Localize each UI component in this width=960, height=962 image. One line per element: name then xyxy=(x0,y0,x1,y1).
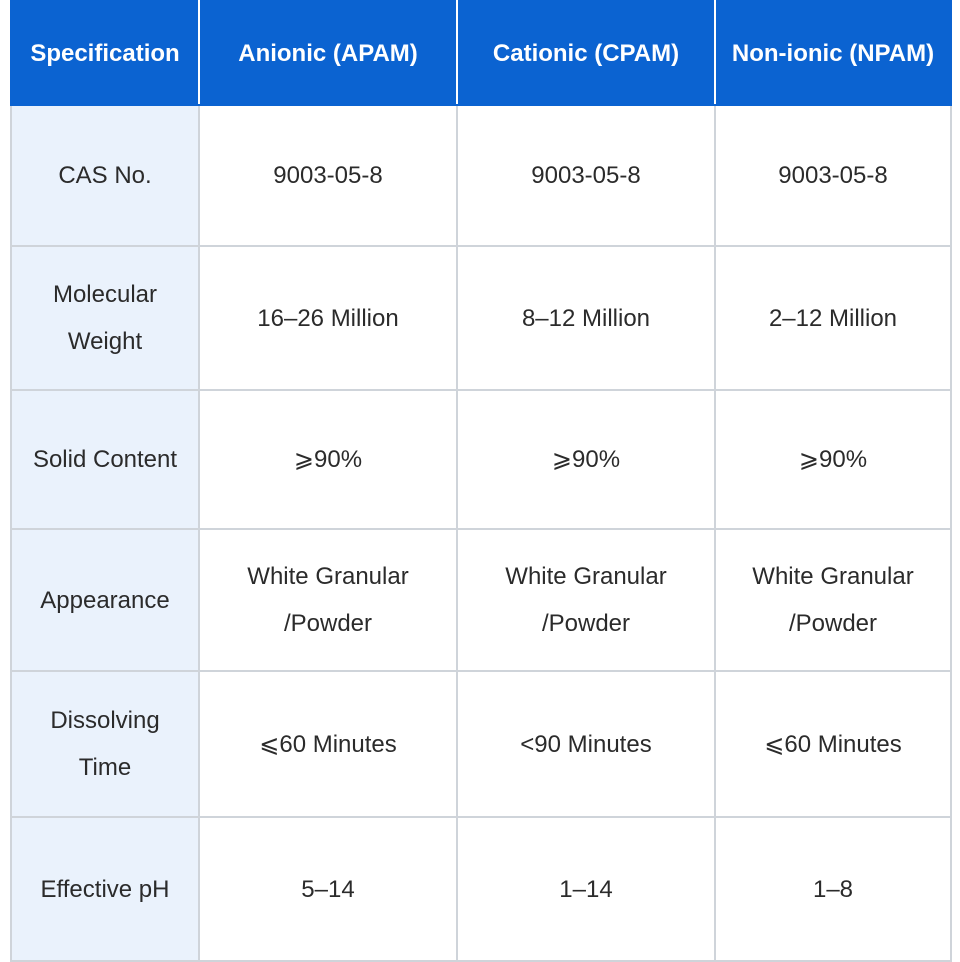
row-label-solid-content: Solid Content xyxy=(10,389,200,530)
cell-line: /Powder xyxy=(283,610,373,637)
table-cell: 8–12 Million xyxy=(456,245,716,391)
cell-line: ⩾90% xyxy=(798,446,868,473)
cell-line: 1–8 xyxy=(812,875,854,903)
table-cell: 9003-05-8 xyxy=(198,104,458,247)
row-label-line: Dissolving xyxy=(50,707,160,734)
table-cell: 2–12 Million xyxy=(714,245,952,391)
row-label-line: Effective pH xyxy=(40,875,170,903)
cell-line: /Powder xyxy=(541,610,631,637)
table-cell: <90 Minutes xyxy=(456,670,716,818)
table-cell: ⩾90% xyxy=(198,389,458,530)
table-cell: ⩽60 Minutes xyxy=(714,670,952,818)
cell-line: 8–12 Million xyxy=(521,304,651,332)
row-label-line: Solid Content xyxy=(32,446,178,473)
cell-line: ⩾90% xyxy=(293,446,363,473)
table-cell: White Granular /Powder xyxy=(714,528,952,672)
table-cell: ⩾90% xyxy=(456,389,716,530)
cell-line: 9003-05-8 xyxy=(273,162,383,189)
table-row: Molecular Weight 16–26 Million 8–12 Mill… xyxy=(10,245,952,391)
cell-line: ⩽60 Minutes xyxy=(259,730,397,758)
row-label-line: Molecular xyxy=(52,281,158,308)
table-header-row: Specification Anionic (APAM) Cationic (C… xyxy=(10,0,952,106)
row-label-cas: CAS No. xyxy=(10,104,200,247)
cell-line: White Granular xyxy=(505,563,667,590)
cell-line: White Granular xyxy=(752,563,914,590)
row-label-line: Time xyxy=(78,754,132,781)
row-label-appearance: Appearance xyxy=(10,528,200,672)
row-label-line: Appearance xyxy=(40,586,170,614)
row-label-dissolving-time: Dissolving Time xyxy=(10,670,200,818)
table-row: Effective pH 5–14 1–14 1–8 xyxy=(10,816,952,962)
cell-line: 16–26 Million xyxy=(257,304,399,332)
table-cell: 1–14 xyxy=(456,816,716,962)
cell-line: 1–14 xyxy=(559,875,613,903)
cell-line: 5–14 xyxy=(301,875,355,903)
row-label-line: CAS No. xyxy=(58,162,152,189)
table-cell: 1–8 xyxy=(714,816,952,962)
table-cell: 9003-05-8 xyxy=(714,104,952,247)
header-cationic: Cationic (CPAM) xyxy=(456,0,716,106)
cell-line: /Powder xyxy=(788,610,878,637)
table-cell: White Granular /Powder xyxy=(456,528,716,672)
header-anionic: Anionic (APAM) xyxy=(198,0,458,106)
cell-line: <90 Minutes xyxy=(520,730,652,758)
row-label-effective-ph: Effective pH xyxy=(10,816,200,962)
table-row: Solid Content ⩾90% ⩾90% ⩾90% xyxy=(10,389,952,530)
table-cell: 9003-05-8 xyxy=(456,104,716,247)
table-row: Dissolving Time ⩽60 Minutes <90 Minutes … xyxy=(10,670,952,818)
cell-line: 9003-05-8 xyxy=(778,162,888,189)
cell-line: 9003-05-8 xyxy=(531,162,641,189)
table-row: Appearance White Granular /Powder White … xyxy=(10,528,952,672)
cell-line: 2–12 Million xyxy=(768,304,898,332)
table-cell: ⩾90% xyxy=(714,389,952,530)
header-specification: Specification xyxy=(10,0,200,106)
row-label-line: Weight xyxy=(67,328,143,355)
table-cell: White Granular /Powder xyxy=(198,528,458,672)
specification-table: Specification Anionic (APAM) Cationic (C… xyxy=(10,0,952,962)
row-label-molecular-weight: Molecular Weight xyxy=(10,245,200,391)
cell-line: ⩾90% xyxy=(551,446,621,473)
cell-line: ⩽60 Minutes xyxy=(764,730,902,758)
cell-line: White Granular xyxy=(247,563,409,590)
table-cell: 16–26 Million xyxy=(198,245,458,391)
table-cell: 5–14 xyxy=(198,816,458,962)
table-row: CAS No. 9003-05-8 9003-05-8 9003-05-8 xyxy=(10,104,952,247)
header-nonionic: Non-ionic (NPAM) xyxy=(714,0,952,106)
table-cell: ⩽60 Minutes xyxy=(198,670,458,818)
